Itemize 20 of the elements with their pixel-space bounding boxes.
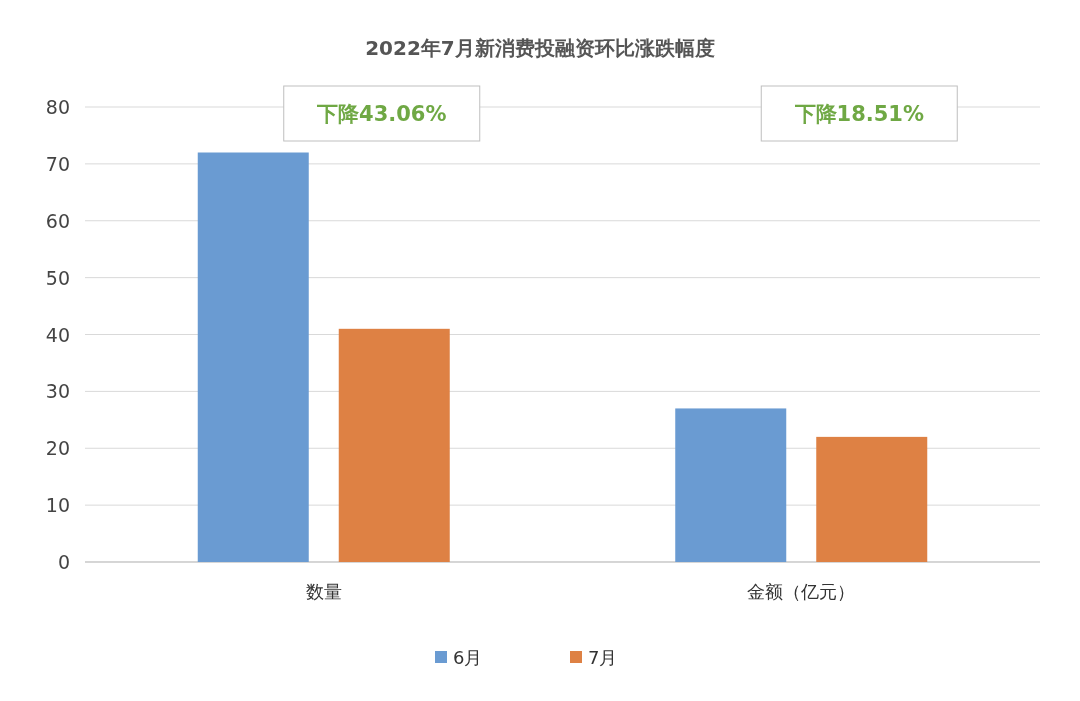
annotation: 下降18.51% <box>793 102 924 126</box>
bar <box>675 408 787 562</box>
bar <box>338 328 450 562</box>
y-tick-label: 50 <box>45 266 70 289</box>
y-tick-label: 40 <box>45 323 70 346</box>
y-tick-label: 20 <box>45 437 70 460</box>
legend-label: 7月 <box>588 647 618 668</box>
x-tick-label: 金额（亿元） <box>747 581 856 602</box>
bar <box>816 436 928 562</box>
y-tick-label: 60 <box>45 209 70 232</box>
x-tick-label: 数量 <box>305 581 342 602</box>
annotation: 下降43.06% <box>316 102 447 126</box>
y-tick-label: 0 <box>57 551 70 573</box>
bar <box>197 152 309 562</box>
y-tick-label: 10 <box>45 494 70 517</box>
y-tick-label: 70 <box>45 152 70 175</box>
chart-title: 2022年7月新消费投融资环比涨跌幅度 <box>365 36 715 60</box>
y-tick-label: 80 <box>45 96 70 118</box>
legend-label: 6月 <box>453 647 483 668</box>
y-tick-label: 30 <box>45 380 70 403</box>
